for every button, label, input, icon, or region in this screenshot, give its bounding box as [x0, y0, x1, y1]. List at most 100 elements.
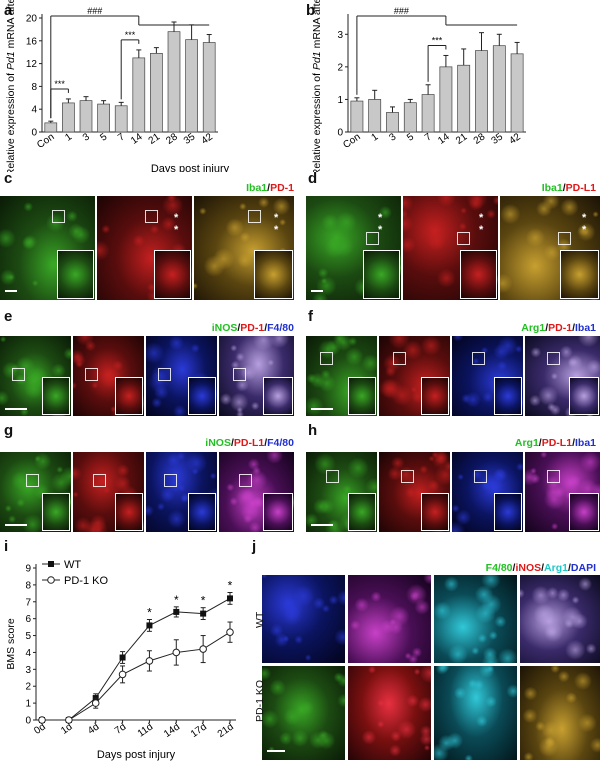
panel-letter-g: g	[4, 422, 14, 439]
asterisk-marker: *	[274, 224, 279, 236]
x-tick-label: 5	[405, 131, 416, 143]
micrograph-inset	[188, 493, 216, 531]
bar-5	[403, 102, 417, 133]
y-tick-label: 1	[337, 95, 343, 106]
y-tick-label: 8	[31, 82, 37, 93]
stain-e-part-3: /	[264, 322, 268, 334]
y-axis-label-part: mRNA after SCI	[311, 0, 323, 51]
x-tick-label: 35	[182, 131, 198, 147]
region-box	[457, 232, 470, 245]
point-circle	[199, 645, 207, 653]
micrograph-green	[0, 336, 71, 416]
x-tick-label: 35	[490, 131, 506, 147]
asterisk-marker: *	[174, 224, 179, 236]
stain-g-part-0: iNOS	[205, 437, 231, 449]
stain-j-part-3: /	[541, 562, 545, 574]
micrograph-inset	[569, 493, 599, 531]
point-square	[119, 654, 126, 661]
micrograph-inset	[560, 250, 599, 299]
bar-28	[475, 50, 488, 133]
panel-letter-c: c	[4, 170, 13, 187]
panel-letter-e: e	[4, 308, 13, 325]
region-box	[145, 210, 158, 223]
y-axis-label-part: mRNA after SCI	[5, 0, 17, 51]
bar-3	[79, 100, 93, 133]
bar-7	[114, 105, 128, 133]
asterisk-marker: *	[582, 224, 587, 236]
point-circle	[65, 716, 73, 724]
bar-1	[368, 99, 382, 133]
sig-label: ***	[432, 35, 443, 45]
stain-j-part-5: /	[567, 562, 571, 574]
region-box	[366, 232, 379, 245]
stain-e-part-0: iNOS	[211, 322, 238, 334]
y-axis-label-part: Relative expression of	[311, 70, 323, 172]
region-box	[248, 210, 261, 223]
y-axis-label-part: Pd1	[311, 51, 323, 70]
region-box	[158, 368, 171, 381]
x-tick-label: 1d	[59, 721, 74, 736]
stain-label-e: iNOS/PD-1/F4/80	[212, 322, 294, 334]
micrograph-redhot	[348, 666, 431, 760]
sig-label: ###	[394, 6, 409, 16]
y-tick-label: 8	[25, 580, 31, 591]
micrograph-inset	[115, 377, 143, 415]
region-box	[474, 470, 487, 483]
stain-g-part-1: /	[230, 437, 234, 449]
x-tick-label: 42	[199, 131, 215, 147]
asterisk-marker: *	[582, 212, 587, 224]
panel-letter-f: f	[308, 308, 313, 325]
micrograph-merge	[520, 666, 600, 760]
micrograph-cyan	[434, 575, 517, 663]
region-box	[558, 232, 571, 245]
bar-28	[167, 31, 181, 133]
y-tick-label: 9	[25, 564, 31, 575]
micrograph-red: * *	[403, 196, 498, 300]
point-square	[200, 610, 207, 617]
x-tick-label: 11d	[136, 721, 155, 739]
stain-label-d: Iba1/PD-L1	[542, 182, 596, 194]
stain-f-part-4: Iba1	[574, 322, 596, 334]
chart-i: 0 1 2 3 4 5 6 7 8 9 0d 1d 4d 7d 11d 14d 17d 21d * * * * WT PD-1…	[5, 559, 236, 761]
bar-Con	[350, 100, 364, 133]
asterisk-marker: *	[174, 212, 179, 224]
stain-d-part-2: PD-L1	[565, 182, 596, 194]
stain-j-part-2: iNOS	[515, 562, 542, 574]
y-tick-label: 0	[25, 716, 31, 727]
stain-g-part-4: F4/80	[267, 437, 294, 449]
asterisk-marker: *	[274, 212, 279, 224]
micrograph-red: * *	[97, 196, 192, 300]
x-tick-label: 4d	[86, 721, 101, 736]
micrograph-inset	[188, 377, 216, 415]
micrograph-inset	[363, 250, 400, 299]
x-tick-label: 3	[387, 131, 398, 143]
scale-bar	[311, 524, 333, 526]
sig-asterisk: *	[201, 594, 206, 608]
legend-label-0: WT	[64, 559, 81, 571]
micrograph-mergeC	[520, 575, 600, 663]
micrograph-green	[0, 196, 95, 300]
micrograph-green: * *	[306, 196, 401, 300]
stain-label-g: iNOS/PD-L1/F4/80	[205, 437, 294, 449]
region-box	[472, 352, 485, 365]
x-tick-label: 7	[423, 131, 434, 143]
micrograph-magenta	[348, 575, 431, 663]
bar-7	[421, 94, 435, 133]
x-tick-label: 42	[507, 131, 523, 147]
point-square	[146, 622, 153, 629]
sig-asterisk: *	[228, 578, 233, 592]
micrograph-inset	[254, 250, 293, 299]
micrograph-green	[306, 336, 377, 416]
stain-d-part-0: Iba1	[541, 182, 563, 194]
micrograph-inset	[421, 493, 449, 531]
y-axis-label-part: Pd1	[5, 51, 17, 70]
y-tick-label: 6	[25, 614, 31, 625]
region-box	[93, 474, 106, 487]
micrograph-red	[73, 336, 144, 416]
y-tick-label: 0	[337, 128, 343, 139]
stain-e-part-1: /	[237, 322, 241, 334]
row-label-wt: WT	[254, 611, 266, 628]
x-tick-label: Con	[341, 131, 362, 151]
micrograph-red	[379, 336, 450, 416]
y-axis-label: Relative expression of Pd1 mRNA after SC…	[311, 0, 323, 172]
